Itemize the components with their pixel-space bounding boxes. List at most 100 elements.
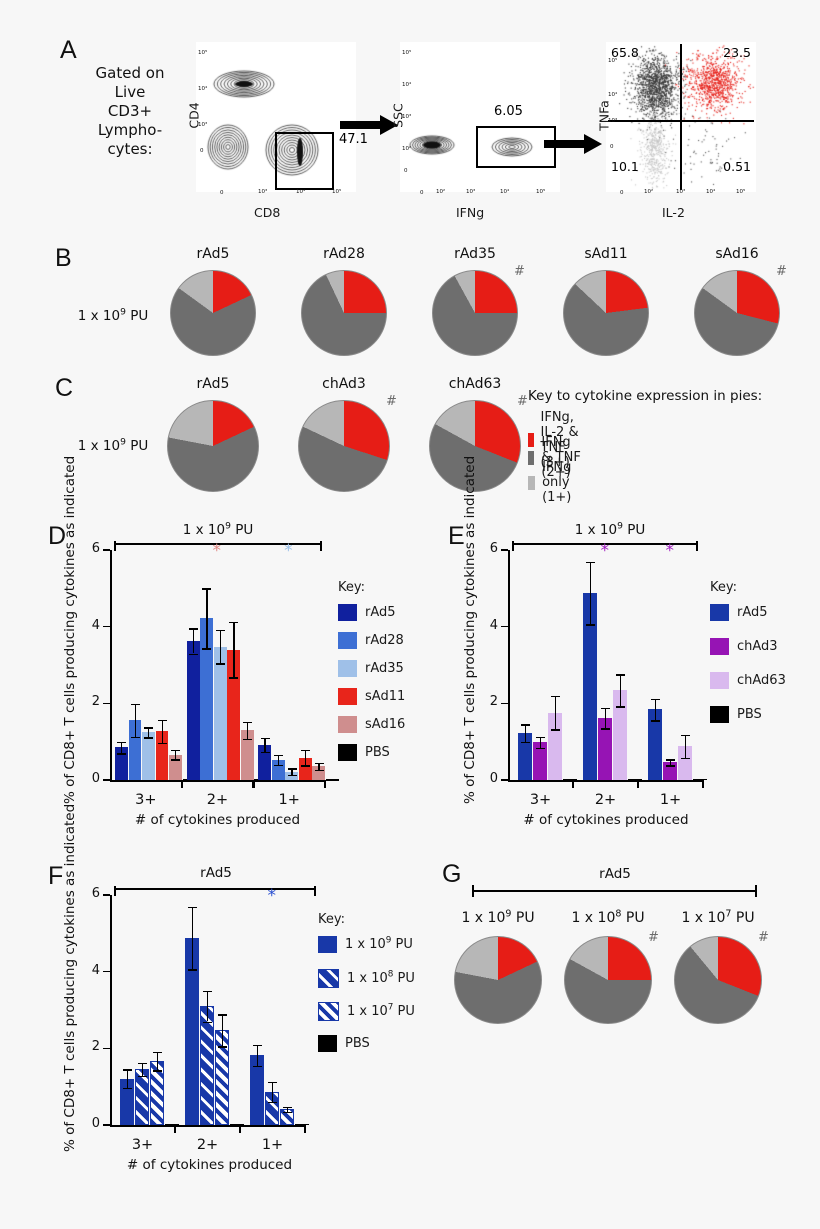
x-group-tick [252, 780, 254, 788]
quadrant-vertical-line [680, 44, 682, 190]
error-bar [272, 1082, 273, 1102]
pie-title-rad5: rAd5 [147, 376, 279, 392]
pie-title-1x10pu: 1 x 107 PU [654, 910, 782, 926]
gated-line-3: CD3+ [84, 102, 176, 121]
panel-f-key-title: Key: [318, 912, 345, 927]
flow-plot-1-xtick-2: 10⁴ [296, 189, 305, 195]
pie-chart-1x10pu [454, 936, 542, 1024]
chart-key-item-pbs: PBS [338, 744, 390, 761]
error-bar-cap [274, 755, 283, 756]
error-bar-cap [551, 696, 560, 697]
pie-key-swatch-2 [528, 476, 535, 490]
panel-d-key-title: Key: [338, 580, 365, 595]
error-bar-cap [536, 748, 545, 749]
error-bar-cap [218, 1014, 227, 1015]
panel-e: E 1 x 109 PU % of CD8+ T cells producing… [410, 512, 820, 842]
cd8-gate[interactable] [275, 132, 334, 190]
error-bar-cap [616, 706, 625, 707]
error-bar [605, 708, 606, 729]
significance-hash-marker: # [517, 394, 528, 409]
panel-g-pie-row: 1 x 109 PU 1 x 108 PU #1 x 107 PU # [410, 896, 820, 1066]
flow-plot-1-xtick-3: 10⁵ [332, 189, 341, 195]
error-bar [121, 742, 122, 754]
chart-key-label: sAd16 [365, 717, 405, 732]
chart-key-swatch [710, 672, 729, 689]
y-tick-mark [103, 703, 110, 705]
error-bar-cap [153, 1052, 162, 1053]
error-bar-cap [158, 720, 167, 721]
y-axis-line [110, 550, 112, 780]
error-bar-cap [189, 654, 198, 655]
flow-plot-2-xtick-1: 10² [436, 189, 445, 195]
panel-g-letter: G [442, 860, 461, 889]
error-bar [148, 727, 149, 737]
panel-f-letter: F [48, 862, 63, 891]
chart-key-item-1x10pu: 1 x 108 PU [318, 969, 415, 988]
chart-key-label: PBS [345, 1036, 370, 1051]
error-bar [278, 755, 279, 765]
panel-f-top-title: rAd5 [118, 865, 314, 881]
chart-key-swatch [338, 632, 357, 649]
error-bar-cap [243, 739, 252, 740]
flow-plot-3-ytick-3: 0 [610, 144, 614, 150]
error-bar-cap [315, 770, 324, 771]
pie-key-label-2: IFNg only (1+) [542, 460, 581, 505]
significance-hash-marker: # [648, 930, 659, 945]
flow-plot-1-ytick-1: 10⁴ [198, 86, 207, 92]
significance-star: * [601, 546, 610, 556]
panel-c: C 1 x 109 PU rAd5 chAd3 # chAd63 # Key to cy… [0, 366, 820, 506]
quadrant-upper-right: 23.5 [723, 45, 751, 60]
x-group-label-2plus: 2+ [182, 792, 254, 808]
error-bar-cap [188, 907, 197, 908]
x-group-tick [239, 1125, 241, 1133]
pie-chart-1x10pu [674, 936, 762, 1024]
significance-star: * [666, 546, 675, 556]
panel-g-top-title: rAd5 [470, 866, 760, 882]
y-tick-mark [501, 703, 508, 705]
significance-hash-marker: # [514, 264, 525, 279]
error-bar-cap [261, 738, 270, 739]
bar-pbs-1plus [693, 779, 707, 781]
x-group-tick [637, 780, 639, 788]
y-tick-mark [501, 779, 508, 781]
flow-plot-1-ytick-2: 10³ [198, 122, 207, 128]
bar-pbs-3plus [563, 779, 577, 781]
error-bar-cap [536, 737, 545, 738]
error-bar-cap [158, 743, 167, 744]
x-group-label-1plus: 1+ [638, 792, 703, 808]
chart-key-item-chad63: chAd63 [710, 672, 786, 689]
error-bar-cap [216, 663, 225, 664]
y-tick-mark [501, 549, 508, 551]
error-bar-cap [218, 1046, 227, 1047]
flow-plot-3-xtick-4: 10⁵ [736, 189, 745, 195]
error-bar [247, 722, 248, 739]
error-bar-cap [144, 727, 153, 728]
error-bar-cap [131, 737, 140, 738]
pie-key-title: Key to cytokine expression in pies: [528, 388, 762, 404]
error-bar-cap [171, 750, 180, 751]
y-tick-mark [103, 549, 110, 551]
panel-f: F rAd5 % of CD8+ T cells producing cytok… [0, 852, 410, 1202]
error-bar-cap [138, 1063, 147, 1064]
chart-key-label: rAd28 [365, 633, 404, 648]
error-bar-cap [586, 624, 595, 625]
error-bar [233, 622, 234, 677]
x-group-label-3plus: 3+ [508, 792, 573, 808]
arrow-gate-2 [544, 132, 604, 156]
error-bar-cap [131, 704, 140, 705]
error-bar-cap [171, 759, 180, 760]
quadrant-horizontal-line [608, 120, 754, 122]
error-bar-cap [601, 728, 610, 729]
chart-key-swatch [710, 638, 729, 655]
error-bar-cap [283, 1112, 292, 1113]
chart-key-item-rad35: rAd35 [338, 660, 404, 677]
x-group-label-3plus: 3+ [110, 1137, 175, 1153]
error-bar-cap [117, 753, 126, 754]
chart-key-item-sad16: sAd16 [338, 716, 405, 733]
pie-key-item-2: IFNg only (1+) [528, 460, 581, 505]
error-bar-cap [229, 622, 238, 623]
x-group-tick [702, 780, 704, 788]
chart-key-label: chAd3 [737, 639, 778, 654]
error-bar [264, 738, 265, 752]
panel-b: B 1 x 109 PU rAd5 rAd28 rAd35 # sAd11 sAd16 # [0, 236, 820, 366]
